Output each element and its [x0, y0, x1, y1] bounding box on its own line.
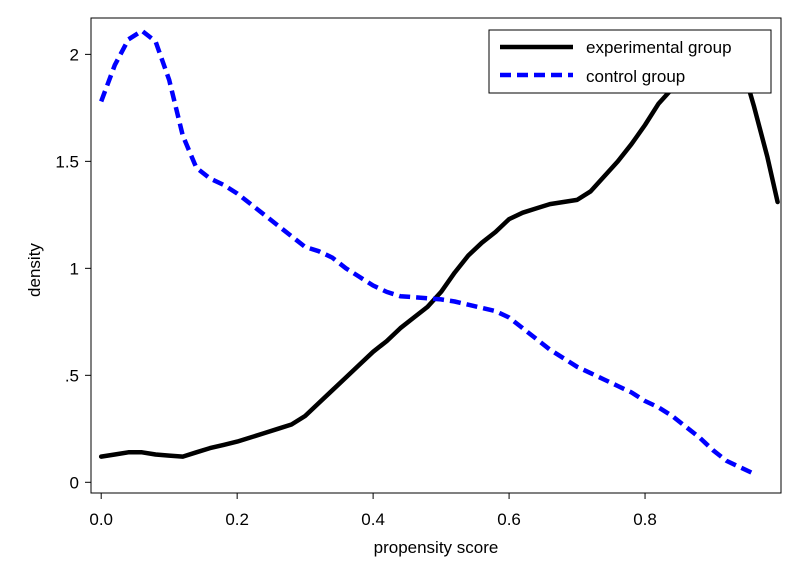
- series-line-experimental: [98, 49, 780, 459]
- x-tick-label: 0.4: [361, 510, 385, 529]
- legend-label-experimental: experimental group: [586, 38, 732, 57]
- x-tick-label: 0.2: [225, 510, 249, 529]
- x-tick-label: 0.6: [497, 510, 521, 529]
- y-tick-label: .5: [65, 366, 79, 385]
- y-tick-label: 2: [70, 45, 79, 64]
- y-tick-label: 0: [70, 473, 79, 492]
- y-axis-label: density: [25, 243, 44, 297]
- y-tick-label: 1: [70, 259, 79, 278]
- x-tick-label: 0.0: [89, 510, 113, 529]
- legend: experimental group control group: [488, 29, 772, 94]
- y-tick-label: 1.5: [55, 152, 79, 171]
- legend-box: [488, 29, 772, 94]
- series-line-control: [99, 28, 755, 476]
- x-axis-label: propensity score: [374, 538, 499, 557]
- legend-label-control: control group: [586, 67, 685, 86]
- x-tick-label: 0.8: [633, 510, 657, 529]
